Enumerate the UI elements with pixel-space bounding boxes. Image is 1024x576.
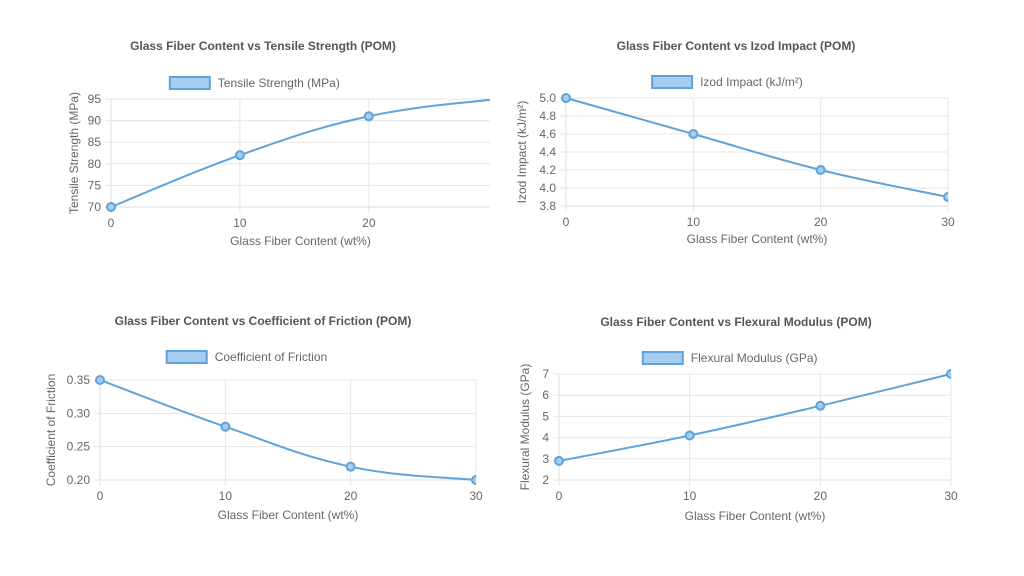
chart-title: Glass Fiber Content vs Izod Impact (POM) xyxy=(617,39,856,53)
chart-2: Glass Fiber Content vs Izod Impact (POM)… xyxy=(515,39,955,246)
y-tick-label: 4.6 xyxy=(539,127,556,141)
legend-label[interactable]: Izod Impact (kJ/m²) xyxy=(700,75,803,89)
y-tick-label: 0.35 xyxy=(67,373,91,387)
series xyxy=(561,93,952,202)
data-point[interactable] xyxy=(234,150,245,161)
legend-swatch[interactable] xyxy=(641,351,684,365)
y-tick-label: 4.8 xyxy=(539,109,556,123)
x-tick-label: 20 xyxy=(814,215,828,229)
y-tick-label: 95 xyxy=(88,92,102,106)
x-tick-label: 10 xyxy=(683,489,697,503)
legend-swatch[interactable] xyxy=(168,76,211,90)
x-axis-label: Glass Fiber Content (wt%) xyxy=(685,509,826,523)
x-tick-label: 10 xyxy=(233,216,247,230)
y-tick-label: 0.30 xyxy=(67,406,91,420)
x-tick-label: 20 xyxy=(814,489,828,503)
y-tick-label: 0.20 xyxy=(67,473,91,487)
y-tick-label: 4.2 xyxy=(539,163,556,177)
data-point[interactable] xyxy=(106,202,116,212)
data-point[interactable] xyxy=(554,455,564,466)
chart-3: Glass Fiber Content vs Coefficient of Fr… xyxy=(44,314,483,522)
y-tick-label: 3.8 xyxy=(539,199,556,213)
x-tick-label: 0 xyxy=(556,489,563,503)
y-tick-label: 0.25 xyxy=(67,440,91,454)
y-tick-label: 2 xyxy=(542,473,549,487)
y-tick-label: 4.0 xyxy=(539,181,556,195)
legend-label[interactable]: Coefficient of Friction xyxy=(215,350,328,364)
x-tick-label: 30 xyxy=(944,489,958,503)
series-line xyxy=(558,373,951,462)
data-point[interactable] xyxy=(220,421,231,432)
data-point[interactable] xyxy=(471,475,480,485)
x-tick-label: 10 xyxy=(219,489,233,503)
x-tick-label: 10 xyxy=(687,215,701,229)
data-point[interactable] xyxy=(561,93,571,103)
data-point[interactable] xyxy=(363,111,374,122)
data-point[interactable] xyxy=(815,165,826,175)
series xyxy=(95,375,480,485)
y-tick-label: 75 xyxy=(88,178,102,192)
legend-swatch[interactable] xyxy=(651,75,694,89)
y-axis-label: Flexural Modulus (GPa) xyxy=(518,364,532,491)
y-tick-label: 4 xyxy=(542,431,549,445)
y-axis-label: Tensile Strength (MPa) xyxy=(67,92,81,214)
data-point[interactable] xyxy=(946,369,955,379)
series-line xyxy=(99,379,476,481)
legend-label[interactable]: Tensile Strength (MPa) xyxy=(218,76,340,90)
x-tick-label: 30 xyxy=(941,215,955,229)
chart-4: Glass Fiber Content vs Flexural Modulus … xyxy=(518,315,958,523)
x-tick-label: 0 xyxy=(563,215,570,229)
series xyxy=(106,98,490,212)
x-axis-label: Glass Fiber Content (wt%) xyxy=(218,508,359,522)
x-tick-label: 30 xyxy=(469,489,483,503)
y-tick-label: 3 xyxy=(542,452,549,466)
data-point[interactable] xyxy=(345,461,356,472)
x-axis-label: Glass Fiber Content (wt%) xyxy=(230,234,371,248)
y-tick-label: 70 xyxy=(88,200,102,214)
y-tick-label: 5 xyxy=(542,409,549,423)
series xyxy=(554,369,955,466)
y-tick-label: 6 xyxy=(542,388,549,402)
data-point[interactable] xyxy=(815,400,826,411)
x-tick-label: 0 xyxy=(108,216,115,230)
y-tick-label: 90 xyxy=(88,114,102,128)
data-point[interactable] xyxy=(688,129,699,139)
series-line xyxy=(565,97,948,198)
chart-title: Glass Fiber Content vs Tensile Strength … xyxy=(130,39,396,53)
x-tick-label: 20 xyxy=(362,216,376,230)
y-tick-label: 80 xyxy=(88,157,102,171)
series-line xyxy=(110,98,490,208)
chart-title: Glass Fiber Content vs Flexural Modulus … xyxy=(600,315,871,329)
chart-1: Glass Fiber Content vs Tensile Strength … xyxy=(67,39,490,248)
x-tick-label: 0 xyxy=(97,489,104,503)
chart-title: Glass Fiber Content vs Coefficient of Fr… xyxy=(115,314,412,328)
legend-label[interactable]: Flexural Modulus (GPa) xyxy=(691,351,818,365)
data-point[interactable] xyxy=(943,192,952,202)
data-point[interactable] xyxy=(684,430,695,441)
y-tick-label: 85 xyxy=(88,135,102,149)
y-tick-label: 4.4 xyxy=(539,145,556,159)
y-axis-label: Coefficient of Friction xyxy=(44,374,58,487)
y-axis-label: Izod Impact (kJ/m²) xyxy=(515,101,529,204)
y-tick-label: 7 xyxy=(542,367,549,381)
legend-swatch[interactable] xyxy=(165,350,208,364)
y-tick-label: 5.0 xyxy=(539,91,556,105)
data-point[interactable] xyxy=(95,375,105,385)
x-axis-label: Glass Fiber Content (wt%) xyxy=(687,232,828,246)
x-tick-label: 20 xyxy=(344,489,358,503)
